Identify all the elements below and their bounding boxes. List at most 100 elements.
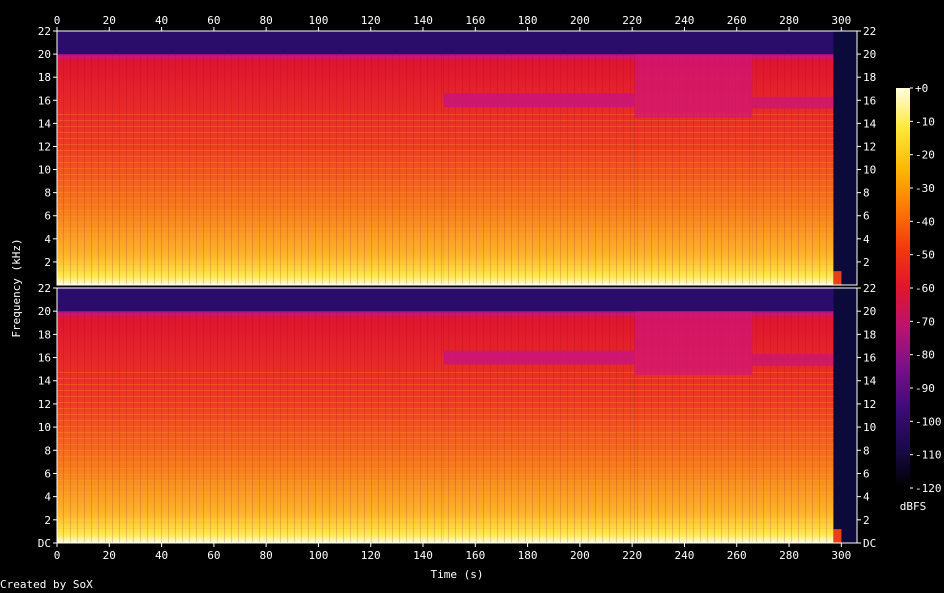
y-axis-label: Frequency (kHz) — [10, 238, 23, 337]
x-tick-label: 260 — [727, 14, 747, 27]
x-tick-label: 300 — [831, 549, 851, 562]
y-tick-label: 10 — [863, 164, 876, 177]
notch-band — [443, 93, 635, 108]
x-tick-label: 140 — [413, 14, 433, 27]
y-tick-label: 20 — [863, 48, 876, 61]
y-tick-label: 18 — [38, 71, 51, 84]
segment-5 — [833, 288, 857, 543]
y-tick-label: 22 — [38, 282, 51, 295]
y-tick-label: 6 — [863, 210, 870, 223]
y-tick-label: 2 — [44, 256, 51, 269]
upper-band-noise — [57, 31, 834, 55]
segment-1 — [57, 31, 444, 285]
x-tick-label: 300 — [831, 14, 851, 27]
y-tick-label: 2 — [863, 514, 870, 527]
y-tick-label: 14 — [38, 375, 52, 388]
y-tick-label: 22 — [863, 282, 876, 295]
colorbar-tick-label: -110 — [915, 449, 942, 462]
segment-striations — [443, 54, 635, 285]
y-tick-label: 6 — [863, 467, 870, 480]
segment-2 — [443, 31, 635, 285]
segment-striations — [57, 54, 444, 285]
x-tick-label: 100 — [309, 549, 329, 562]
x-tick-label: 200 — [570, 549, 590, 562]
y-tick-label: 22 — [38, 25, 51, 38]
y-tick-label: 20 — [38, 305, 51, 318]
segment-4 — [752, 31, 834, 285]
reduced-band — [634, 54, 753, 118]
colorbar-tick-label: +0 — [915, 82, 928, 95]
spectrogram-panels — [56, 30, 858, 544]
x-tick-label: 100 — [309, 14, 329, 27]
reduced-band — [634, 311, 753, 375]
segment-3 — [634, 288, 753, 543]
segment-striations — [443, 311, 635, 543]
y-tick-label: 2 — [863, 256, 870, 269]
channel-1-panel — [56, 30, 858, 286]
segment-3 — [634, 31, 753, 285]
colorbar-tick-label: -50 — [915, 249, 935, 262]
y-tick-label: 12 — [38, 140, 51, 153]
x-tick-label: 60 — [207, 14, 220, 27]
y-tick-label: 22 — [863, 25, 876, 38]
y-tick-label: 18 — [863, 328, 876, 341]
x-tick-label: 80 — [260, 14, 273, 27]
colorbar-tick-label: -10 — [915, 115, 935, 128]
notch-band — [443, 350, 635, 365]
y-tick-label: DC — [863, 537, 876, 550]
colorbar-tick-label: -30 — [915, 182, 935, 195]
y-tick-label: 18 — [863, 71, 876, 84]
x-tick-label: 200 — [570, 14, 590, 27]
upper-band-noise — [57, 288, 834, 312]
x-tick-label: 120 — [361, 14, 381, 27]
y-tick-label: 10 — [863, 421, 876, 434]
x-tick-label: 180 — [518, 14, 538, 27]
x-tick-label: 260 — [727, 549, 747, 562]
x-tick-label: 280 — [779, 14, 799, 27]
colorbar-label: dBFS — [900, 500, 927, 513]
x-tick-label: 220 — [622, 549, 642, 562]
x-tick-label: 160 — [465, 549, 485, 562]
x-tick-label: 240 — [675, 549, 695, 562]
y-tick-label: 10 — [38, 421, 51, 434]
y-tick-label: 8 — [863, 444, 870, 457]
y-tick-label: 6 — [44, 210, 51, 223]
y-tick-label: 12 — [863, 398, 876, 411]
y-tick-label: 4 — [863, 491, 870, 504]
y-tick-label: 18 — [38, 328, 51, 341]
notch-band — [752, 354, 834, 366]
x-axis-label: Time (s) — [431, 568, 484, 581]
y-tick-label: 16 — [863, 94, 876, 107]
silence-region — [833, 288, 857, 543]
colorbar-tick-label: -40 — [915, 215, 935, 228]
x-tick-label: 120 — [361, 549, 381, 562]
panel-frame — [56, 30, 858, 286]
colorbar-tick-label: -70 — [915, 315, 935, 328]
y-tick-label: 14 — [863, 375, 877, 388]
segment-striations — [752, 311, 834, 543]
x-tick-label: 40 — [155, 14, 168, 27]
x-tick-label: 0 — [54, 549, 61, 562]
y-tick-label: 16 — [38, 94, 51, 107]
panel-frame — [56, 287, 858, 544]
y-tick-label: 8 — [44, 444, 51, 457]
y-tick-label: 12 — [863, 140, 876, 153]
x-tick-label: 140 — [413, 549, 433, 562]
segment-striations — [752, 54, 834, 285]
colorbar-tick-label: -20 — [915, 149, 935, 162]
colorbar-tick-label: -80 — [915, 349, 935, 362]
notch-band — [752, 96, 834, 109]
colorbar-tick-label: -100 — [915, 415, 942, 428]
y-tick-label: DC — [38, 537, 51, 550]
y-tick-label: 8 — [44, 187, 51, 200]
y-tick-label: 14 — [38, 117, 52, 130]
y-tick-label: 4 — [863, 233, 870, 246]
y-tick-label: 14 — [863, 117, 877, 130]
y-tick-label: 2 — [44, 514, 51, 527]
y-tick-label: 12 — [38, 398, 51, 411]
x-tick-label: 40 — [155, 549, 168, 562]
colorbar-tick-label: -120 — [915, 482, 942, 495]
y-tick-label: 20 — [863, 305, 876, 318]
